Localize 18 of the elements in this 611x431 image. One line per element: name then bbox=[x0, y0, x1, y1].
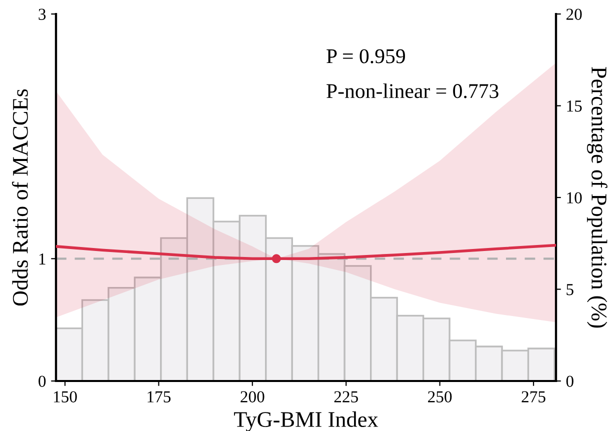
y2-tick-label: 15 bbox=[567, 100, 582, 112]
x-tick-label: 150 bbox=[54, 391, 77, 402]
y2-axis-title: Percentage of Population (%) bbox=[586, 67, 608, 328]
y-tick-label: 1 bbox=[39, 253, 46, 264]
y-tick-label: 0 bbox=[38, 376, 46, 387]
x-tick-label: 225 bbox=[334, 391, 358, 402]
x-tick-label: 275 bbox=[522, 391, 546, 402]
y2-tick-label: 10 bbox=[567, 192, 582, 204]
y-tick-label: 3 bbox=[38, 8, 46, 20]
x-tick-label: 200 bbox=[240, 391, 264, 402]
x-tick-label: 250 bbox=[428, 391, 452, 402]
y2-tick-label: 0 bbox=[566, 376, 574, 387]
x-tick-label: 175 bbox=[148, 391, 171, 402]
y2-tick-label: 5 bbox=[566, 284, 574, 296]
y2-tick-label: 20 bbox=[566, 8, 582, 20]
annotation: P-non-linear = 0.773 bbox=[326, 83, 498, 98]
y-axis-title: Odds Ratio of MACCEs bbox=[12, 89, 28, 306]
annotation: P = 0.959 bbox=[326, 49, 405, 64]
